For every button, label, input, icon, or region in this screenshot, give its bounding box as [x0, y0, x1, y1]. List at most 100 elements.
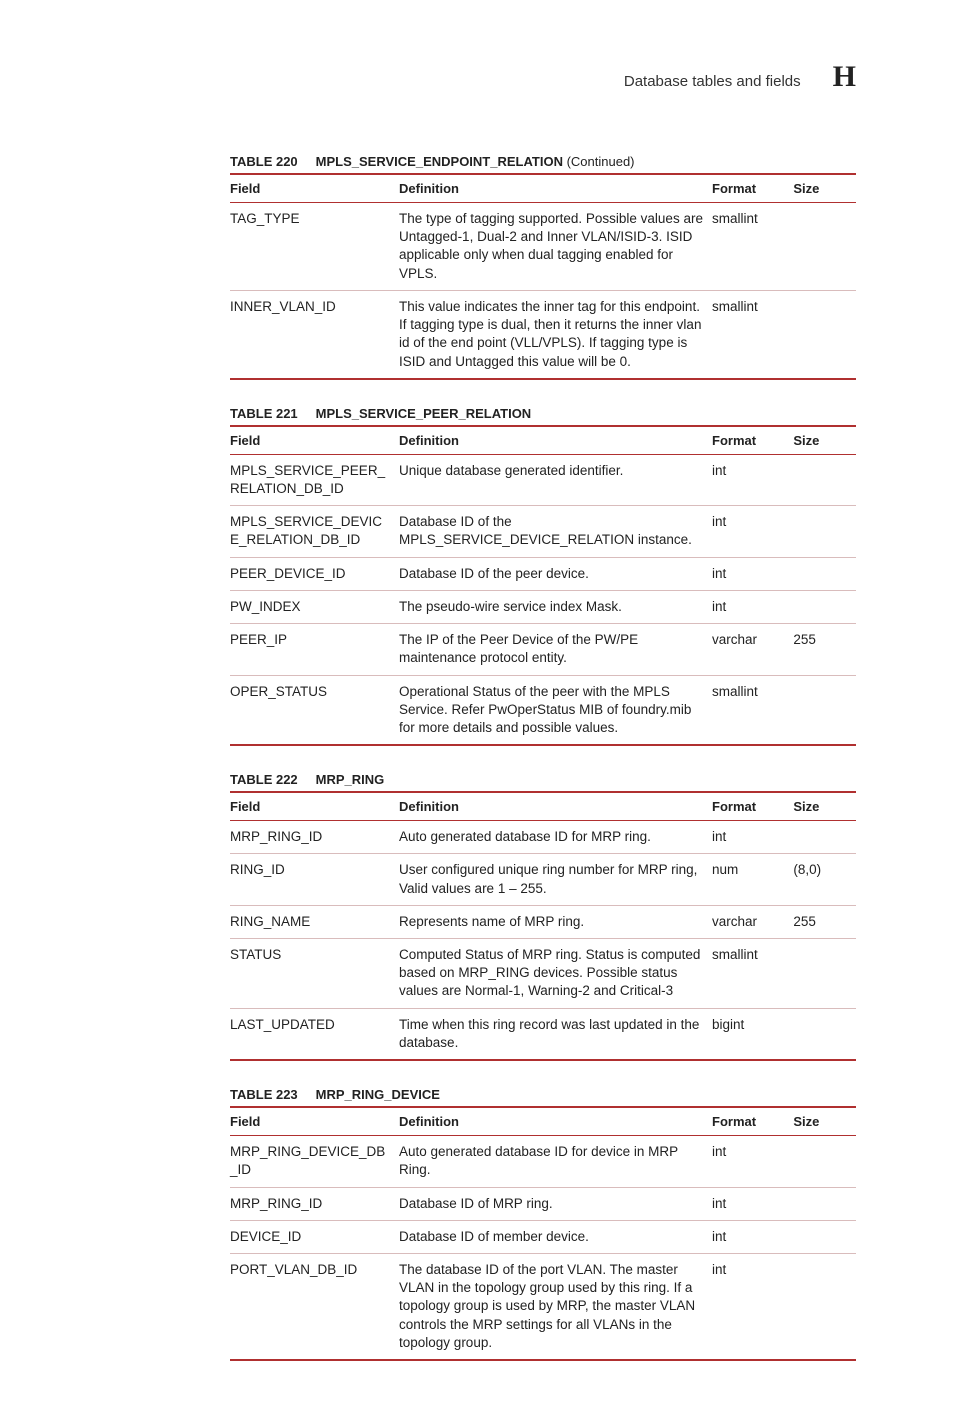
- cell-format: int: [712, 506, 793, 557]
- cell-size: [793, 939, 856, 1009]
- table-row: MPLS_SERVICE_DEVICE_RELATION_DB_IDDataba…: [230, 506, 856, 557]
- cell-size: [793, 1008, 856, 1060]
- table-row: MRP_RING_IDAuto generated database ID fo…: [230, 821, 856, 854]
- col-field: Field: [230, 426, 399, 455]
- cell-definition: Operational Status of the peer with the …: [399, 675, 712, 745]
- db-table: FieldDefinitionFormatSizeMRP_RING_DEVICE…: [230, 1106, 856, 1361]
- table-row: PW_INDEXThe pseudo-wire service index Ma…: [230, 590, 856, 623]
- cell-definition: The IP of the Peer Device of the PW/PE m…: [399, 624, 712, 675]
- cell-size: [793, 590, 856, 623]
- table-number: TABLE 221: [230, 406, 298, 421]
- table-row: STATUSComputed Status of MRP ring. Statu…: [230, 939, 856, 1009]
- cell-field: STATUS: [230, 939, 399, 1009]
- cell-field: MRP_RING_ID: [230, 821, 399, 854]
- cell-field: MRP_RING_DEVICE_DB_ID: [230, 1136, 399, 1187]
- cell-format: smallint: [712, 203, 793, 291]
- col-size: Size: [793, 1107, 856, 1136]
- cell-size: [793, 290, 856, 378]
- table-number: TABLE 222: [230, 772, 298, 787]
- table-row: INNER_VLAN_IDThis value indicates the in…: [230, 290, 856, 378]
- cell-field: MPLS_SERVICE_DEVICE_RELATION_DB_ID: [230, 506, 399, 557]
- cell-format: num: [712, 854, 793, 905]
- cell-definition: Auto generated database ID for device in…: [399, 1136, 712, 1187]
- table-row: PEER_IPThe IP of the Peer Device of the …: [230, 624, 856, 675]
- col-size: Size: [793, 174, 856, 203]
- cell-size: [793, 1187, 856, 1220]
- col-format: Format: [712, 1107, 793, 1136]
- cell-format: int: [712, 1220, 793, 1253]
- table-row: LAST_UPDATEDTime when this ring record w…: [230, 1008, 856, 1060]
- cell-definition: User configured unique ring number for M…: [399, 854, 712, 905]
- cell-format: int: [712, 590, 793, 623]
- cell-field: RING_NAME: [230, 905, 399, 938]
- cell-format: int: [712, 1254, 793, 1361]
- cell-format: smallint: [712, 290, 793, 378]
- running-head: Database tables and fields H: [230, 60, 856, 94]
- table-caption: TABLE 222 MRP_RING: [230, 772, 856, 787]
- cell-field: MRP_RING_ID: [230, 1187, 399, 1220]
- col-field: Field: [230, 792, 399, 821]
- db-table: FieldDefinitionFormatSizeTAG_TYPEThe typ…: [230, 173, 856, 380]
- cell-field: PW_INDEX: [230, 590, 399, 623]
- table-caption: TABLE 223 MRP_RING_DEVICE: [230, 1087, 856, 1102]
- cell-definition: The type of tagging supported. Possible …: [399, 203, 712, 291]
- cell-format: int: [712, 1187, 793, 1220]
- table-caption: TABLE 220MPLS_SERVICE_ENDPOINT_RELATION …: [230, 154, 856, 169]
- cell-field: PORT_VLAN_DB_ID: [230, 1254, 399, 1361]
- cell-size: [793, 1136, 856, 1187]
- chapter-letter: H: [833, 60, 856, 94]
- cell-definition: Database ID of MRP ring.: [399, 1187, 712, 1220]
- cell-definition: Computed Status of MRP ring. Status is c…: [399, 939, 712, 1009]
- col-size: Size: [793, 426, 856, 455]
- cell-format: varchar: [712, 624, 793, 675]
- cell-size: [793, 557, 856, 590]
- cell-definition: The database ID of the port VLAN. The ma…: [399, 1254, 712, 1361]
- table-name: MRP_RING: [316, 772, 385, 787]
- cell-size: (8,0): [793, 854, 856, 905]
- cell-definition: Database ID of member device.: [399, 1220, 712, 1253]
- cell-size: [793, 203, 856, 291]
- cell-definition: This value indicates the inner tag for t…: [399, 290, 712, 378]
- col-definition: Definition: [399, 792, 712, 821]
- cell-size: 255: [793, 624, 856, 675]
- cell-format: int: [712, 1136, 793, 1187]
- cell-format: int: [712, 821, 793, 854]
- table-row: MRP_RING_IDDatabase ID of MRP ring.int: [230, 1187, 856, 1220]
- col-definition: Definition: [399, 1107, 712, 1136]
- col-size: Size: [793, 792, 856, 821]
- cell-definition: Unique database generated identifier.: [399, 454, 712, 505]
- cell-format: int: [712, 454, 793, 505]
- cell-format: smallint: [712, 675, 793, 745]
- table-row: PEER_DEVICE_IDDatabase ID of the peer de…: [230, 557, 856, 590]
- table-caption: TABLE 221MPLS_SERVICE_PEER_RELATION: [230, 406, 856, 421]
- cell-format: bigint: [712, 1008, 793, 1060]
- col-format: Format: [712, 174, 793, 203]
- cell-definition: Auto generated database ID for MRP ring.: [399, 821, 712, 854]
- cell-size: [793, 454, 856, 505]
- col-definition: Definition: [399, 174, 712, 203]
- cell-size: 255: [793, 905, 856, 938]
- cell-size: [793, 821, 856, 854]
- table-row: OPER_STATUSOperational Status of the pee…: [230, 675, 856, 745]
- cell-size: [793, 675, 856, 745]
- table-name: MPLS_SERVICE_ENDPOINT_RELATION: [316, 154, 563, 169]
- cell-field: OPER_STATUS: [230, 675, 399, 745]
- cell-field: RING_ID: [230, 854, 399, 905]
- db-table: FieldDefinitionFormatSizeMRP_RING_IDAuto…: [230, 791, 856, 1061]
- col-field: Field: [230, 174, 399, 203]
- cell-field: PEER_DEVICE_ID: [230, 557, 399, 590]
- cell-size: [793, 1220, 856, 1253]
- cell-size: [793, 1254, 856, 1361]
- cell-field: MPLS_SERVICE_PEER_RELATION_DB_ID: [230, 454, 399, 505]
- cell-field: LAST_UPDATED: [230, 1008, 399, 1060]
- table-row: MRP_RING_DEVICE_DB_IDAuto generated data…: [230, 1136, 856, 1187]
- running-head-title: Database tables and fields: [624, 73, 801, 90]
- table-suffix: (Continued): [563, 154, 635, 169]
- table-row: RING_IDUser configured unique ring numbe…: [230, 854, 856, 905]
- table-row: TAG_TYPEThe type of tagging supported. P…: [230, 203, 856, 291]
- db-table: FieldDefinitionFormatSizeMPLS_SERVICE_PE…: [230, 425, 856, 746]
- table-name: MRP_RING_DEVICE: [316, 1087, 440, 1102]
- table-row: MPLS_SERVICE_PEER_RELATION_DB_IDUnique d…: [230, 454, 856, 505]
- cell-field: INNER_VLAN_ID: [230, 290, 399, 378]
- table-number: TABLE 223: [230, 1087, 298, 1102]
